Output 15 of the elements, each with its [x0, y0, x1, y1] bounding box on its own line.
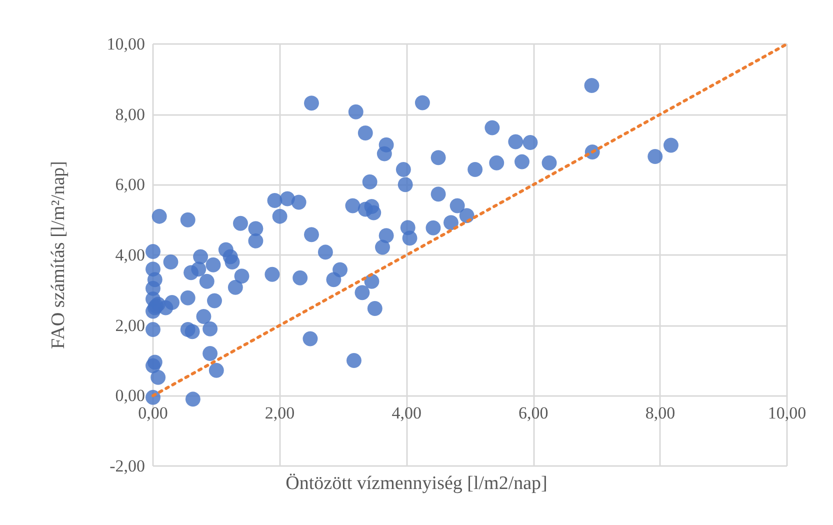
x-tick-label: 10,00	[768, 404, 806, 423]
x-axis-title: Öntözött vízmennyiség [l/m2/nap]	[286, 473, 548, 494]
y-tick-label: 2,00	[115, 316, 145, 335]
x-tick-label: 0,00	[138, 404, 168, 423]
x-tick-label: 6,00	[518, 404, 548, 423]
y-tick-label: 8,00	[115, 104, 145, 124]
y-axis-title: FAO számítás [l/m²/nap]	[48, 161, 69, 349]
x-tick-label: 2,00	[264, 404, 295, 423]
y-tick-label: 0,00	[115, 386, 145, 406]
x-tick-label: 4,00	[392, 404, 422, 423]
y-tick-label: -2,00	[110, 456, 145, 476]
y-tick-label: 10,00	[106, 34, 145, 54]
y-tick-label: 4,00	[115, 246, 145, 264]
y-tick-label: 6,00	[115, 175, 145, 194]
x-tick-label: 8,00	[645, 404, 676, 423]
